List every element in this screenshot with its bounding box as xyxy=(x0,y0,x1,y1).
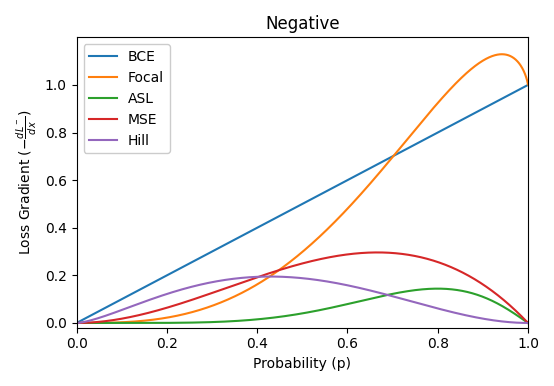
MSE xyxy=(512,308,519,312)
BCE xyxy=(525,83,531,87)
Hill xyxy=(511,320,518,325)
Focal xyxy=(511,57,518,61)
Focal xyxy=(293,255,299,259)
Focal xyxy=(429,107,435,112)
Focal xyxy=(525,82,531,87)
Focal xyxy=(499,52,505,57)
ASL xyxy=(525,321,531,325)
Line: ASL: ASL xyxy=(76,289,528,323)
ASL xyxy=(511,312,518,316)
Hill xyxy=(525,321,531,325)
BCE xyxy=(429,133,435,138)
Line: MSE: MSE xyxy=(76,252,528,323)
MSE xyxy=(525,321,531,325)
Hill xyxy=(281,274,288,279)
Hill xyxy=(293,275,300,280)
MSE xyxy=(96,320,103,324)
ASL xyxy=(429,286,435,291)
BCE xyxy=(73,321,80,325)
Focal xyxy=(73,321,80,325)
ASL xyxy=(512,312,519,317)
ASL xyxy=(73,321,80,325)
Hill xyxy=(73,321,80,325)
Hill xyxy=(429,305,435,309)
Hill xyxy=(96,315,103,320)
Line: BCE: BCE xyxy=(76,85,528,323)
ASL xyxy=(281,314,288,318)
Line: Hill: Hill xyxy=(76,276,528,323)
Focal xyxy=(96,320,103,325)
MSE xyxy=(429,258,435,262)
ASL xyxy=(96,321,103,325)
Hill xyxy=(512,320,519,325)
Focal xyxy=(281,264,288,269)
Focal xyxy=(512,57,519,61)
BCE xyxy=(511,90,518,94)
MSE xyxy=(73,321,80,325)
Hill xyxy=(267,274,274,279)
MSE xyxy=(511,308,518,312)
ASL xyxy=(293,312,299,317)
Y-axis label: Loss Gradient ($-\frac{dL^-}{dx}$): Loss Gradient ($-\frac{dL^-}{dx}$) xyxy=(15,110,39,256)
MSE xyxy=(281,266,288,271)
BCE xyxy=(281,211,288,216)
Legend: BCE, Focal, ASL, MSE, Hill: BCE, Focal, ASL, MSE, Hill xyxy=(84,44,170,153)
Title: Negative: Negative xyxy=(265,15,340,33)
MSE xyxy=(293,263,299,267)
BCE xyxy=(511,90,518,94)
BCE xyxy=(293,205,299,210)
BCE xyxy=(96,308,103,313)
X-axis label: Probability (p): Probability (p) xyxy=(253,357,351,371)
ASL xyxy=(434,286,441,291)
MSE xyxy=(375,250,381,255)
Line: Focal: Focal xyxy=(76,54,528,323)
